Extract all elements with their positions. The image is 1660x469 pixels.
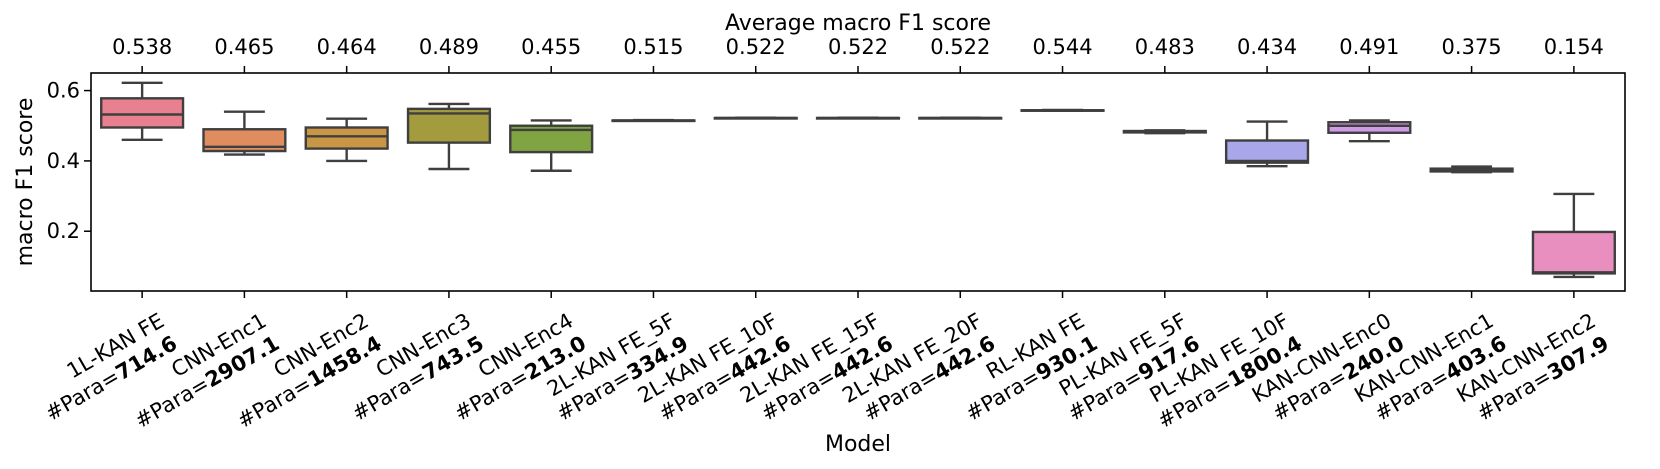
top-tick-label: 0.375 [1442, 35, 1502, 59]
box-cnn-enc2 [304, 117, 389, 163]
top-tick-label: 0.483 [1135, 35, 1195, 59]
iqr-box [202, 128, 287, 153]
plot-frame [90, 72, 1626, 292]
param-prefix: #Para= [131, 372, 213, 433]
iqr-box [1327, 121, 1412, 134]
top-tick-label: 0.489 [419, 35, 479, 59]
top-tick-label: 0.465 [214, 35, 274, 59]
x-axis-title: Model [825, 432, 891, 457]
top-tick-label: 0.522 [726, 35, 786, 59]
box-cnn-enc3 [406, 102, 492, 171]
box-rl-kan-fe [1020, 108, 1105, 112]
top-tick-label: 0.538 [112, 35, 172, 59]
box-kan-cnn-enc1 [1429, 165, 1514, 174]
param-prefix: #Para= [233, 372, 315, 433]
box-2l-kan-fe-10f [713, 116, 798, 120]
box-pl-kan-fe-10f [1224, 120, 1310, 168]
box-kan-cnn-enc0 [1327, 119, 1412, 143]
iqr-box [100, 97, 185, 129]
y-tick-label: 0.4 [47, 149, 80, 173]
top-tick-label: 0.522 [930, 35, 990, 59]
top-tick-label: 0.491 [1339, 35, 1399, 59]
top-tick-label: 0.154 [1544, 35, 1604, 59]
iqr-box [304, 126, 389, 150]
box-2l-kan-fe-5f [611, 118, 696, 123]
top-tick-label: 0.522 [828, 35, 888, 59]
box-pl-kan-fe-5f [1122, 129, 1207, 135]
box-cnn-enc4 [509, 119, 594, 172]
box-kan-cnn-enc2 [1531, 192, 1616, 279]
top-axis-title: Average macro F1 score [725, 11, 991, 36]
y-tick-label: 0.6 [47, 79, 80, 103]
top-tick-label: 0.544 [1032, 35, 1092, 59]
iqr-box [1531, 230, 1616, 275]
box-1l-kan-fe [100, 81, 185, 142]
boxes-layer [100, 81, 1616, 279]
top-tick-label: 0.455 [521, 35, 581, 59]
y-axis-title: macro F1 score [13, 98, 38, 267]
iqr-box [1224, 139, 1310, 164]
y-tick-label: 0.2 [47, 219, 80, 243]
box-cnn-enc1 [202, 110, 287, 156]
box-2l-kan-fe-20f [918, 116, 1003, 120]
top-tick-label: 0.434 [1237, 35, 1297, 59]
box-2l-kan-fe-15f [815, 116, 901, 120]
top-tick-label: 0.464 [317, 35, 377, 59]
top-tick-label: 0.515 [623, 35, 683, 59]
